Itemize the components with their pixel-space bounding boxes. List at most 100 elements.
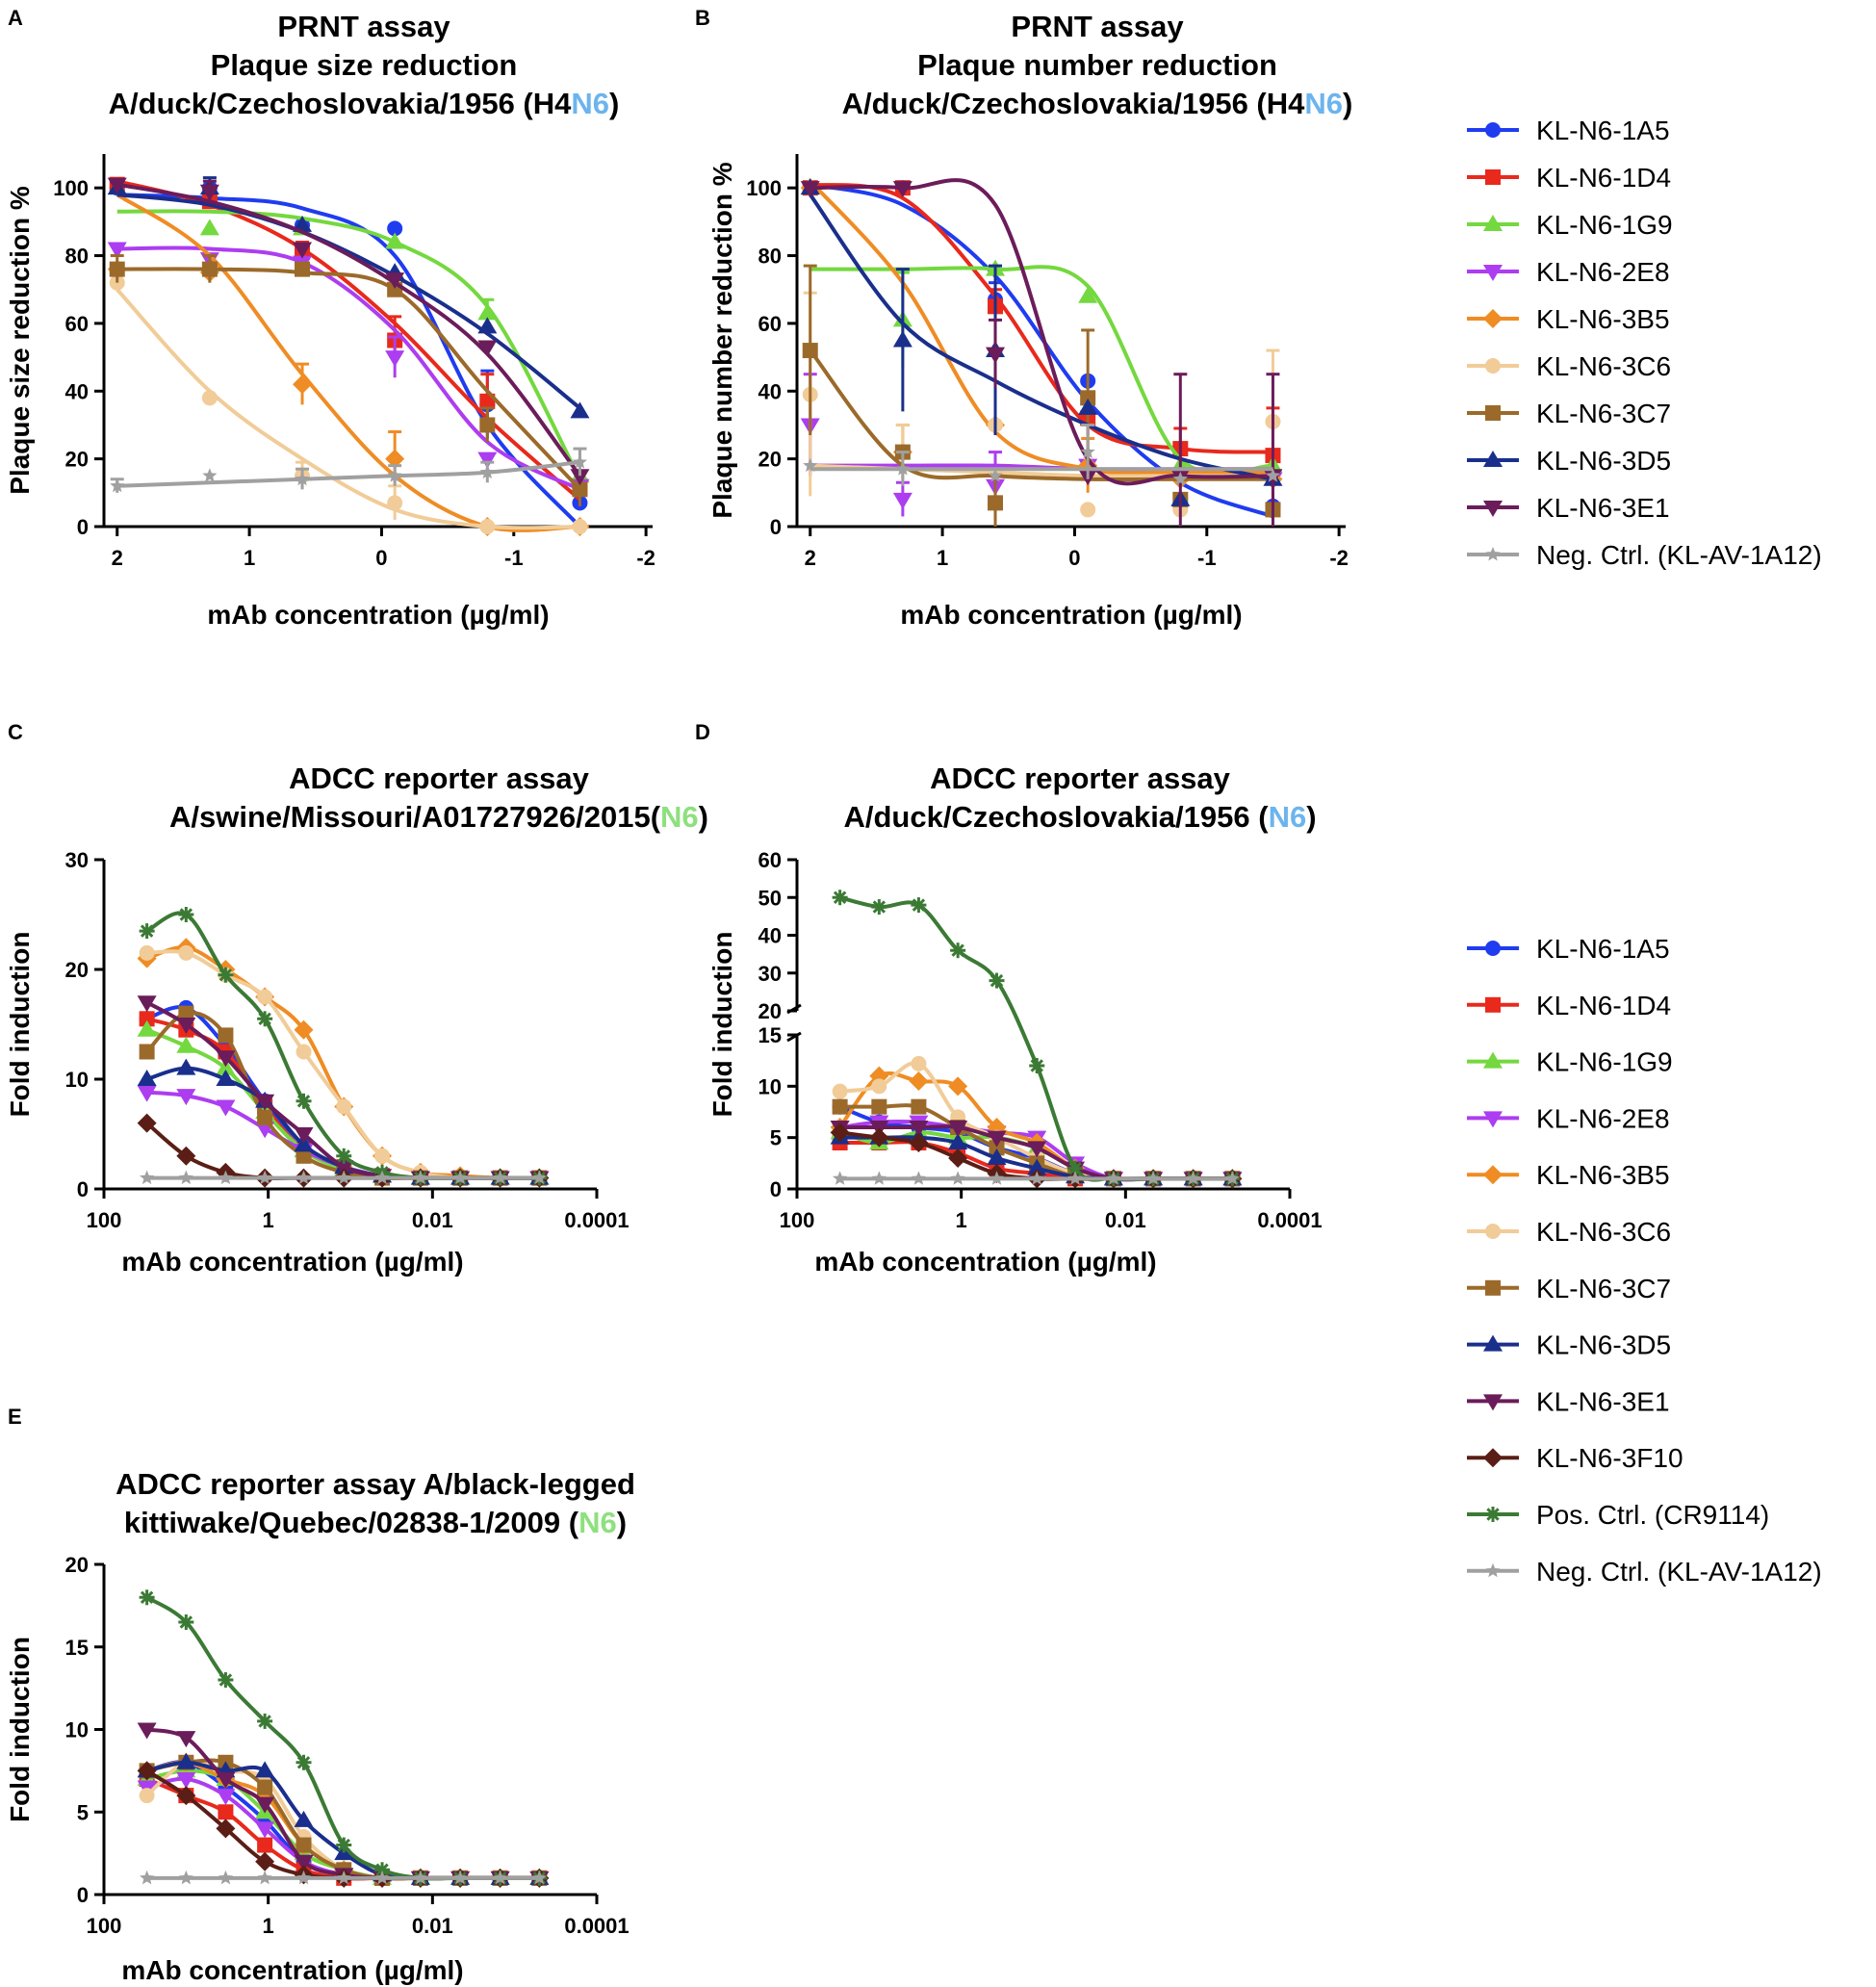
panel-e-point-neg-ctrl-kl-av-1a12: [452, 1870, 468, 1885]
legend-label: KL-N6-3C7: [1536, 399, 1671, 428]
panel-b-ytick-label: 20: [758, 448, 782, 472]
panel-a-title-line-2: Plaque size reduction: [211, 48, 518, 82]
panel-a-fit-kl-n6-3b5: [116, 193, 580, 532]
panel-c-point-kl-n6-3c7: [257, 1109, 273, 1125]
legend-cde-item-kl-n6-3e1: KL-N6-3E1: [1467, 1386, 1670, 1416]
legend-ab: KL-N6-1A5 KL-N6-1D4 KL-N6-1G9 KL-N6-2E8 KL-N…: [1467, 116, 1822, 570]
panel-d-point-kl-n6-3c6: [832, 1083, 848, 1099]
panel-d-point-neg-ctrl-kl-av-1a12: [871, 1171, 887, 1185]
panel-b-xtick-label: 1: [937, 546, 948, 570]
panel-e-xtick-label: 1: [263, 1914, 274, 1938]
panel-a-point-kl-n6-1g9: [385, 232, 405, 249]
panel-b-title-line-2: Plaque number reduction: [917, 48, 1277, 82]
panel-d-point-kl-n6-3d5: [1027, 1158, 1047, 1175]
panel-e-point-pos-ctrl-cr9114: [336, 1837, 352, 1853]
panel-c-point-kl-n6-3d5: [216, 1070, 236, 1086]
legend-swatch-marker: [1483, 1394, 1503, 1411]
legend-ab-item-kl-n6-3c6: KL-N6-3C6: [1467, 351, 1671, 381]
panel-b-ytick-label: 80: [758, 245, 782, 269]
panel-e-xtick-label: 0.0001: [564, 1914, 629, 1938]
panel-a-ytick-label: 20: [65, 448, 89, 472]
panel-d-point-kl-n6-3f10: [948, 1148, 968, 1168]
panel-e-ytick-label: 5: [77, 1800, 89, 1824]
panel-e-point-kl-n6-3f10: [216, 1819, 236, 1839]
panel-d-point-neg-ctrl-kl-av-1a12: [1106, 1171, 1121, 1185]
panel-d-point-kl-n6-3b5: [909, 1071, 929, 1091]
panel-d-point-neg-ctrl-kl-av-1a12: [1067, 1171, 1083, 1185]
panel-d-point-kl-n6-3d5: [948, 1133, 968, 1149]
panel-d-series-neg-ctrl-kl-av-1a12: [833, 1171, 1240, 1185]
legend-cde-item-kl-n6-3b5: KL-N6-3B5: [1467, 1160, 1670, 1190]
panel-d-point-kl-n6-3e1: [948, 1121, 968, 1137]
panel-b-series-neg-ctrl-kl-av-1a12: [803, 423, 1281, 486]
panel-b-xtick-label: 2: [805, 546, 816, 570]
panel-c-point-kl-n6-3e1: [176, 1018, 196, 1034]
panel-c-point-kl-n6-3c7: [218, 1027, 234, 1044]
legend-label: KL-N6-2E8: [1536, 1103, 1670, 1133]
panel-b-point-kl-n6-3d5: [892, 330, 912, 348]
panel-b-plot: [800, 178, 1283, 527]
panel-c-ytick-label: 30: [65, 848, 89, 872]
panel-c-fit-kl-n6-3c6: [146, 949, 540, 1181]
panel-a-series-neg-ctrl-kl-av-1a12: [110, 447, 588, 493]
panel-c-point-kl-n6-3f10: [137, 1113, 157, 1133]
legend-ab-item-kl-n6-3b5: KL-N6-3B5: [1467, 304, 1670, 334]
panel-a-point-kl-n6-3e1: [199, 184, 219, 201]
panel-d-point-kl-n6-3c7: [989, 1140, 1005, 1156]
panel-e-title-line-1: ADCC reporter assay A/black-legged: [116, 1467, 635, 1501]
panel-d-point-pos-ctrl-cr9114: [832, 890, 848, 906]
panel-a-ytick-label: 40: [65, 379, 89, 403]
panel-e-point-kl-n6-3f10: [137, 1761, 157, 1781]
panel-a-plot: [107, 176, 590, 536]
panel-b-series-kl-n6-1d4: [802, 180, 1281, 503]
legend-swatch-marker: [1485, 122, 1501, 138]
panel-e-xticks: [102, 1895, 599, 1904]
panel-c-plot: [137, 907, 550, 1188]
panel-d-point-pos-ctrl-cr9114: [911, 897, 927, 914]
panel-a-point-kl-n6-2e8: [477, 452, 498, 469]
panel-c-point-kl-n6-3c6: [336, 1098, 352, 1115]
panel-d-xtick-label: 1: [956, 1208, 967, 1232]
panel-e-xtick-label: 100: [87, 1914, 122, 1938]
panel-c-point-kl-n6-1g9: [137, 1019, 157, 1037]
panel-a-xtick-label: -2: [636, 546, 655, 570]
panel-c-point-kl-n6-3c6: [374, 1148, 391, 1164]
panel-a-fit-kl-n6-2e8: [116, 245, 581, 492]
panel-c-fit-kl-n6-3b5: [145, 945, 540, 1180]
panel-e-point-kl-n6-3e1: [294, 1854, 314, 1871]
legend-ab-item-kl-n6-1a5: KL-N6-1A5: [1467, 116, 1670, 145]
panel-e-point-kl-n6-3d5: [294, 1810, 314, 1827]
panel-b-axes: [787, 154, 1346, 529]
panel-a-point-kl-n6-3c7: [572, 481, 588, 498]
panel-d-ytick-label: 30: [758, 962, 782, 986]
panel-d-ylabel: Fold induction: [707, 932, 737, 1118]
panel-c-point-kl-n6-3e1: [255, 1094, 275, 1111]
panel-d-ytick-label: 10: [758, 1074, 782, 1098]
panel-e-point-pos-ctrl-cr9114: [374, 1862, 391, 1878]
panel-b-point-kl-n6-1g9: [1078, 286, 1098, 303]
panel-c-point-neg-ctrl-kl-av-1a12: [178, 1170, 193, 1185]
panel-b-xticks: [809, 527, 1341, 536]
legend-label: KL-N6-2E8: [1536, 257, 1670, 287]
panel-e-point-neg-ctrl-kl-av-1a12: [336, 1870, 351, 1885]
panel-b-fit-kl-n6-1d4: [810, 182, 1273, 454]
panel-a-ylabel: Plaque size reduction %: [5, 186, 35, 495]
panel-letter-b: B: [695, 6, 710, 30]
panel-e-point-kl-n6-3e1: [137, 1722, 157, 1740]
panel-a-title-line-1: PRNT assay: [277, 10, 450, 43]
panel-e-point-kl-n6-3f10: [255, 1851, 275, 1871]
panel-c-point-kl-n6-3d5: [137, 1070, 157, 1086]
panel-letter-a: A: [8, 6, 23, 30]
legend-swatch-marker: [1483, 215, 1503, 231]
panel-c-point-kl-n6-2e8: [216, 1099, 236, 1117]
legend-label: KL-N6-1A5: [1536, 116, 1670, 145]
legend-swatch-marker: [1483, 1111, 1503, 1128]
panel-e-point-neg-ctrl-kl-av-1a12: [218, 1870, 234, 1885]
panel-d-xtick-label: 0.01: [1105, 1208, 1146, 1232]
panel-e-point-neg-ctrl-kl-av-1a12: [296, 1870, 312, 1885]
panel-c-title-line-1: ADCC reporter assay: [289, 761, 590, 795]
panel-c-point-kl-n6-3b5: [294, 1019, 314, 1040]
panel-b-point-neg-ctrl-kl-av-1a12: [895, 461, 911, 476]
legend-label: KL-N6-3C7: [1536, 1274, 1671, 1303]
legend-swatch-marker: [1483, 1165, 1503, 1185]
